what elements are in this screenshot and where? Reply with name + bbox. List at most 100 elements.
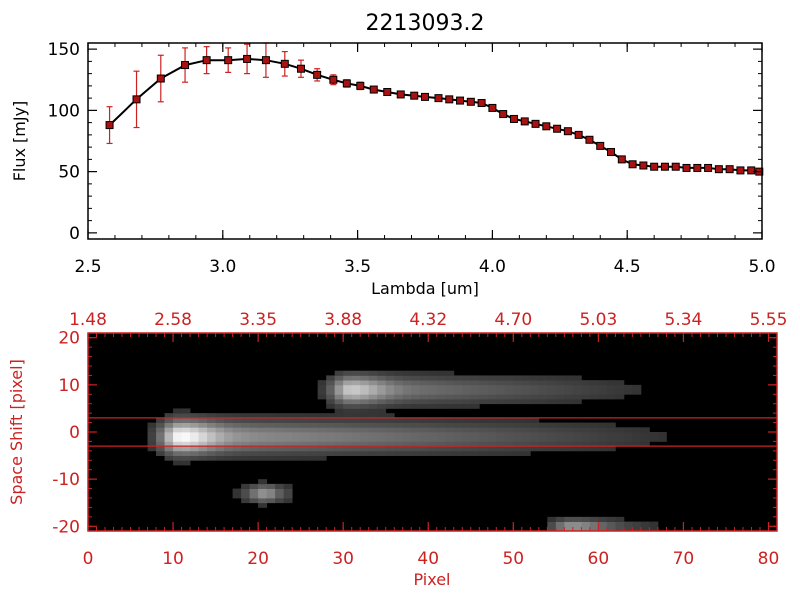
image-pixel: [351, 399, 361, 405]
image-pixel: [589, 446, 599, 452]
image-pixel: [555, 389, 565, 395]
data-point: [488, 103, 497, 112]
image-pixel: [606, 389, 616, 395]
image-pixel: [385, 375, 395, 381]
image-pixel: [385, 413, 395, 419]
image-pixel: [487, 450, 497, 456]
image-pixel: [343, 370, 353, 376]
image-pixel: [292, 436, 302, 442]
image-pixel: [385, 394, 395, 400]
image-pixel: [377, 370, 387, 376]
image-pixel: [487, 380, 497, 386]
image-pixel: [572, 436, 582, 442]
image-panel: 0 10 20 30 40 50 60 70 80 -20 -10 0 10 20 1.48 2.58 3.…: [7, 310, 787, 589]
data-point: [596, 141, 605, 150]
image-pixel: [572, 432, 582, 438]
image-pixel: [249, 417, 259, 423]
image-pixel: [377, 427, 387, 433]
image-pixel: [241, 498, 251, 504]
image-pixel: [292, 422, 302, 428]
image-pixel: [258, 417, 268, 423]
image-pixel: [241, 455, 251, 461]
image-pixel: [241, 427, 251, 433]
image-pixel: [623, 441, 633, 447]
image-pixel: [368, 436, 378, 442]
image-pixel: [479, 399, 489, 405]
image-pixel: [521, 450, 531, 456]
image-pixel: [249, 436, 259, 442]
image-pixel: [479, 422, 489, 428]
image-pixel: [249, 498, 259, 504]
image-pixel: [453, 427, 463, 433]
image-pixel: [309, 417, 319, 423]
image-pixel: [351, 413, 361, 419]
image-pixel: [564, 375, 574, 381]
image-pixel: [317, 394, 327, 400]
image-pixel: [530, 389, 540, 395]
data-point: [736, 166, 745, 175]
image-pixel: [496, 389, 506, 395]
image-pixel: [207, 455, 216, 461]
image-pixel: [462, 446, 472, 452]
image-pixel: [360, 413, 370, 419]
image-pixel: [640, 526, 650, 532]
image-pixel: [402, 394, 412, 400]
image-pixel: [487, 436, 497, 442]
image-pixel: [266, 441, 276, 447]
image-pixel: [292, 427, 302, 433]
image-pixel: [547, 526, 557, 532]
wavelength-tick-label: 4.32: [409, 310, 447, 330]
image-pixel: [419, 432, 429, 438]
image-pixel: [334, 384, 344, 390]
image-pixel: [547, 432, 557, 438]
image-pixel: [555, 526, 565, 532]
image-pixel: [385, 432, 395, 438]
image-pixel: [232, 450, 242, 456]
image-pixel: [377, 380, 387, 386]
image-pixel: [343, 380, 353, 386]
image-pixel: [258, 450, 268, 456]
image-pixel: [283, 427, 293, 433]
image-pixel: [623, 384, 633, 390]
image-pixel: [343, 375, 353, 381]
image-pixel: [581, 526, 591, 532]
image-pixel: [198, 446, 208, 452]
image-pixel: [538, 432, 548, 438]
image-pixel: [147, 422, 157, 428]
data-point: [499, 110, 508, 119]
image-pixel: [445, 399, 455, 405]
image-pixel: [598, 436, 608, 442]
image-pixel: [368, 422, 378, 428]
image-pixel: [360, 384, 370, 390]
image-pixel: [657, 436, 667, 442]
image-pixel: [326, 432, 336, 438]
image-pixel: [360, 422, 370, 428]
image-pixel: [300, 455, 310, 461]
data-point: [553, 124, 562, 133]
image-pixel: [470, 375, 480, 381]
image-pixel: [615, 521, 625, 527]
image-pixel: [436, 446, 446, 452]
image-pixel: [496, 375, 506, 381]
x-tick-label: 30: [332, 549, 354, 569]
image-pixel: [249, 413, 259, 419]
image-pixel: [343, 422, 353, 428]
image-pixel: [224, 422, 234, 428]
image-pixel: [241, 441, 251, 447]
image-pixel: [164, 450, 174, 456]
image-pixel: [470, 432, 480, 438]
spectrum-frame: [87, 42, 763, 240]
image-pixel: [385, 422, 395, 428]
image-pixel: [258, 498, 268, 504]
image-pixel: [598, 521, 608, 527]
image-pixel: [402, 432, 412, 438]
image-pixel: [317, 417, 327, 423]
image-pixel: [394, 370, 404, 376]
image-pixel: [547, 389, 557, 395]
image-pixel: [317, 455, 327, 461]
image-pixel: [309, 446, 319, 452]
image-pixel: [292, 417, 302, 423]
image-pixel: [402, 375, 412, 381]
image-pixel: [190, 427, 199, 433]
image-pixel: [156, 427, 165, 433]
